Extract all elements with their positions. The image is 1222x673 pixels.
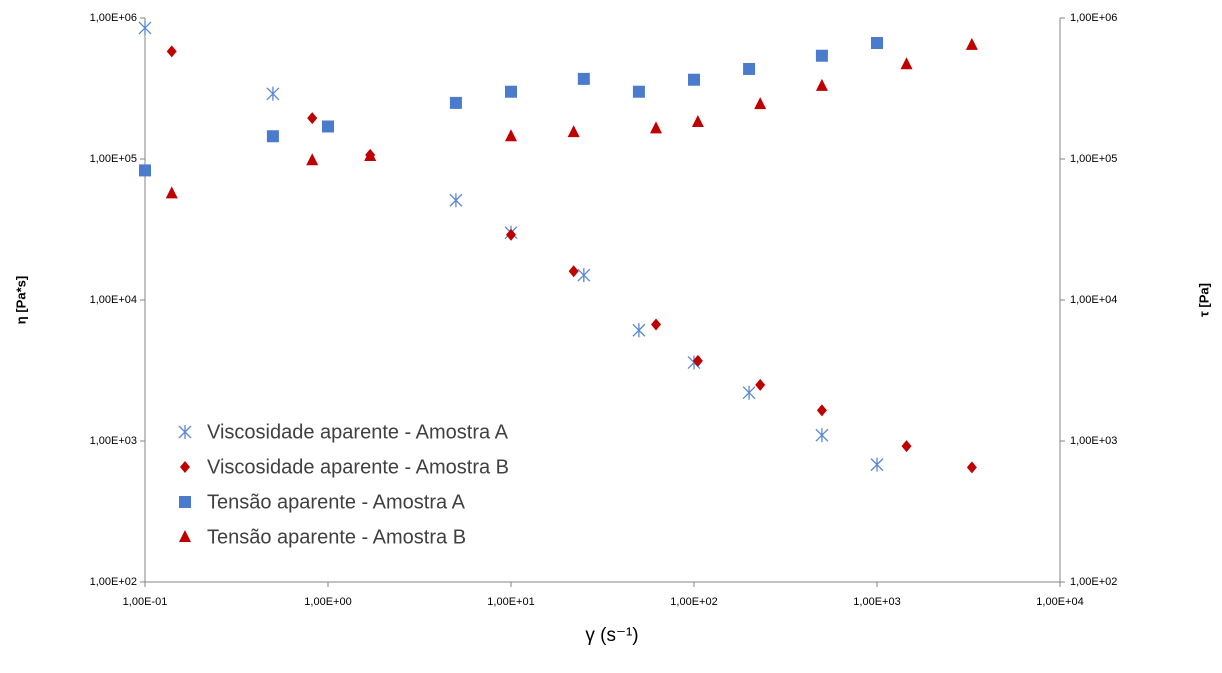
point (505, 85, 517, 98)
y2-tick-label: 1,00E+05 (1070, 153, 1117, 165)
y2-tick-label: 1,00E+04 (1070, 294, 1117, 306)
point (568, 265, 579, 278)
y2-tick-label: 1,00E+02 (1070, 576, 1117, 588)
x-axis-label: γ (s⁻¹) (585, 625, 638, 646)
y2-tick-label: 1,00E+03 (1070, 435, 1117, 447)
y2-tick-label: 1,00E+06 (1070, 12, 1117, 24)
point (266, 86, 280, 101)
point (505, 129, 517, 142)
point (632, 323, 646, 338)
point (506, 228, 516, 241)
point (754, 97, 767, 110)
point (871, 36, 883, 49)
legend-marker (179, 530, 191, 542)
x-tick-label: 1,00E-01 (123, 596, 168, 608)
x-tick-label: 1,00E+03 (853, 596, 900, 608)
legend-marker (179, 496, 191, 508)
point (307, 112, 318, 125)
legend-label: Tensão aparente - Amostra B (207, 526, 466, 548)
point (691, 114, 704, 127)
x-tick-label: 1,00E+01 (487, 596, 534, 608)
point (900, 57, 913, 70)
point (364, 149, 377, 162)
y-tick-label: 1,00E+03 (90, 435, 137, 447)
point (449, 193, 463, 208)
point (815, 428, 829, 443)
point (815, 78, 828, 91)
point (567, 125, 580, 138)
legend-label: Viscosidade aparente - Amostra B (207, 456, 509, 478)
legend-label: Viscosidade aparente - Amostra A (207, 421, 509, 443)
point (266, 130, 279, 143)
legend-marker (180, 461, 190, 473)
point (870, 457, 884, 472)
y-tick-label: 1,00E+02 (90, 576, 137, 588)
point (138, 20, 152, 35)
point (743, 62, 756, 75)
point (755, 378, 766, 391)
point (139, 164, 151, 177)
point (577, 268, 591, 283)
point (742, 385, 756, 400)
legend-marker (178, 425, 192, 439)
legend-label: Tensão aparente - Amostra A (207, 491, 466, 513)
y-tick-label: 1,00E+06 (90, 12, 137, 24)
y-axis-label: η [Pa*s] (13, 276, 28, 324)
point (816, 404, 827, 417)
point (166, 45, 177, 58)
y2-axis-label: τ [Pa] (1196, 283, 1211, 317)
point (306, 153, 319, 166)
point (965, 37, 978, 50)
point (966, 461, 977, 474)
y-tick-label: 1,00E+05 (90, 153, 137, 165)
point (449, 96, 462, 109)
point (688, 73, 700, 86)
point (815, 49, 828, 62)
point (577, 72, 590, 85)
point (322, 120, 334, 133)
point (165, 186, 178, 199)
point (632, 85, 645, 98)
point (901, 440, 912, 453)
y-tick-label: 1,00E+04 (90, 294, 137, 306)
point (650, 121, 663, 134)
x-tick-label: 1,00E+02 (670, 596, 717, 608)
point (692, 354, 703, 367)
point (651, 318, 662, 331)
x-tick-label: 1,00E+00 (304, 596, 351, 608)
x-tick-label: 1,00E+04 (1036, 596, 1083, 608)
